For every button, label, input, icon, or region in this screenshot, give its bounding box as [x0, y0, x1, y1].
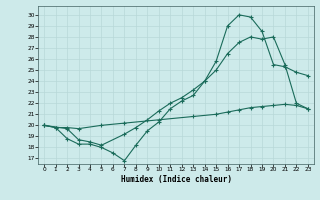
X-axis label: Humidex (Indice chaleur): Humidex (Indice chaleur)	[121, 175, 231, 184]
